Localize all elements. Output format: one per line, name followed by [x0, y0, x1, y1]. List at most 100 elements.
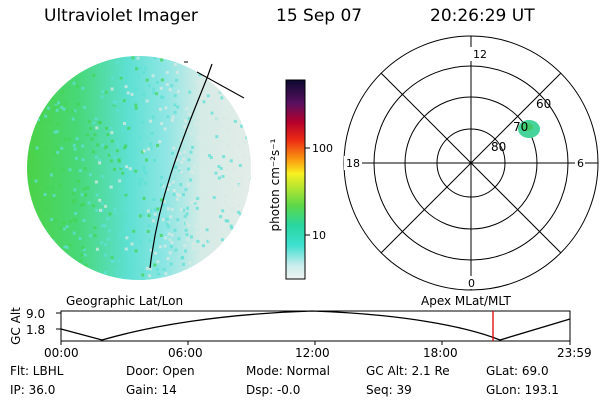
speckle-pixel [35, 276, 39, 280]
speckle-pixel [170, 245, 174, 249]
speckle-pixel [94, 117, 98, 121]
speckle-pixel [79, 259, 83, 263]
speckle-pixel [112, 100, 116, 104]
speckle-pixel [220, 139, 224, 143]
speckle-pixel [181, 193, 185, 197]
speckle-pixel [143, 181, 147, 185]
speckle-pixel [56, 101, 60, 105]
speckle-pixel [233, 210, 237, 214]
speckle-pixel [221, 270, 225, 274]
speckle-pixel [101, 90, 105, 94]
speckle-pixel [28, 65, 32, 69]
speckle-pixel [81, 144, 85, 148]
speckle-pixel [72, 231, 76, 235]
speckle-pixel [67, 264, 71, 268]
speckle-pixel [142, 169, 146, 173]
speckle-pixel [189, 235, 193, 239]
speckle-pixel [208, 196, 212, 200]
speckle-pixel [169, 262, 173, 266]
speckle-pixel [119, 76, 123, 80]
speckle-pixel [53, 130, 57, 134]
speckle-pixel [124, 227, 128, 231]
speckle-pixel [68, 243, 72, 247]
speckle-pixel [174, 248, 178, 252]
speckle-pixel [178, 151, 182, 155]
speckle-pixel [165, 222, 169, 226]
speckle-pixel [64, 138, 68, 142]
speckle-pixel [119, 73, 123, 77]
speckle-pixel [152, 87, 156, 91]
limb-tick [196, 71, 245, 99]
speckle-pixel [230, 226, 234, 230]
speckle-pixel [149, 119, 153, 123]
speckle-pixel [58, 226, 62, 230]
speckle-pixel [44, 279, 48, 280]
speckle-pixel [60, 146, 64, 150]
speckle-pixel [31, 260, 35, 264]
speckle-pixel [51, 64, 55, 68]
speckle-pixel [180, 208, 184, 212]
speckle-pixel [224, 61, 228, 65]
speckle-pixel [201, 213, 205, 217]
header-date: 15 Sep 07 [276, 6, 363, 26]
speckle-pixel [98, 158, 102, 162]
speckle-pixel [221, 174, 225, 178]
speckle-pixel [225, 181, 229, 185]
speckle-pixel [233, 119, 237, 123]
speckle-pixel [233, 230, 237, 234]
xtick-label-12: 12:00 [295, 346, 330, 360]
speckle-pixel [196, 239, 200, 243]
speckle-pixel [139, 177, 143, 181]
speckle-pixel [83, 167, 87, 171]
speckle-pixel [94, 155, 98, 159]
speckle-pixel [29, 269, 33, 273]
speckle-pixel [36, 76, 40, 80]
speckle-pixel [109, 185, 113, 189]
speckle-pixel [57, 82, 61, 86]
speckle-pixel [50, 173, 54, 177]
speckle-pixel [70, 61, 74, 65]
speckle-pixel [93, 226, 97, 230]
speckle-pixel [118, 276, 122, 280]
speckle-pixel [82, 202, 86, 206]
speckle-pixel [156, 144, 160, 148]
speckle-pixel [231, 85, 235, 89]
speckle-pixel [177, 193, 181, 197]
altitude-plot: 9.0 1.8 GC Alt Geographic Lat/Lon Apex M… [9, 294, 571, 345]
speckle-pixel [105, 126, 109, 130]
speckle-pixel [203, 183, 207, 187]
speckle-pixel [45, 186, 49, 190]
xtick-label-18: 18:00 [423, 346, 458, 360]
speckle-pixel [34, 150, 38, 154]
speckle-pixel [77, 179, 81, 183]
speckle-pixel [142, 71, 146, 75]
speckle-pixel [170, 207, 174, 211]
speckle-pixel [116, 144, 120, 148]
speckle-pixel [250, 177, 251, 181]
speckle-pixel [131, 56, 135, 60]
speckle-pixel [168, 183, 172, 187]
colorbar: 100 10 photon cm⁻²s⁻¹ [268, 79, 333, 280]
speckle-pixel [173, 94, 177, 98]
speckle-pixel [175, 158, 179, 162]
speckle-pixel [230, 68, 234, 72]
speckle-pixel [207, 200, 211, 204]
speckle-pixel [123, 66, 127, 70]
speckle-pixel [35, 146, 39, 150]
speckle-pixel [232, 207, 236, 211]
altitude-curve [60, 310, 571, 341]
speckle-pixel [134, 249, 138, 253]
speckle-pixel [188, 261, 192, 265]
speckle-pixel [241, 78, 245, 82]
speckle-pixel [191, 145, 195, 149]
speckle-pixel [95, 247, 99, 251]
speckle-pixel [75, 64, 79, 68]
speckle-pixel [137, 135, 141, 139]
speckle-pixel [106, 217, 110, 221]
speckle-pixel [217, 98, 221, 102]
speckle-pixel [38, 120, 42, 124]
speckle-pixel [143, 66, 147, 70]
speckle-pixel [163, 244, 167, 248]
speckle-pixel [213, 71, 217, 75]
